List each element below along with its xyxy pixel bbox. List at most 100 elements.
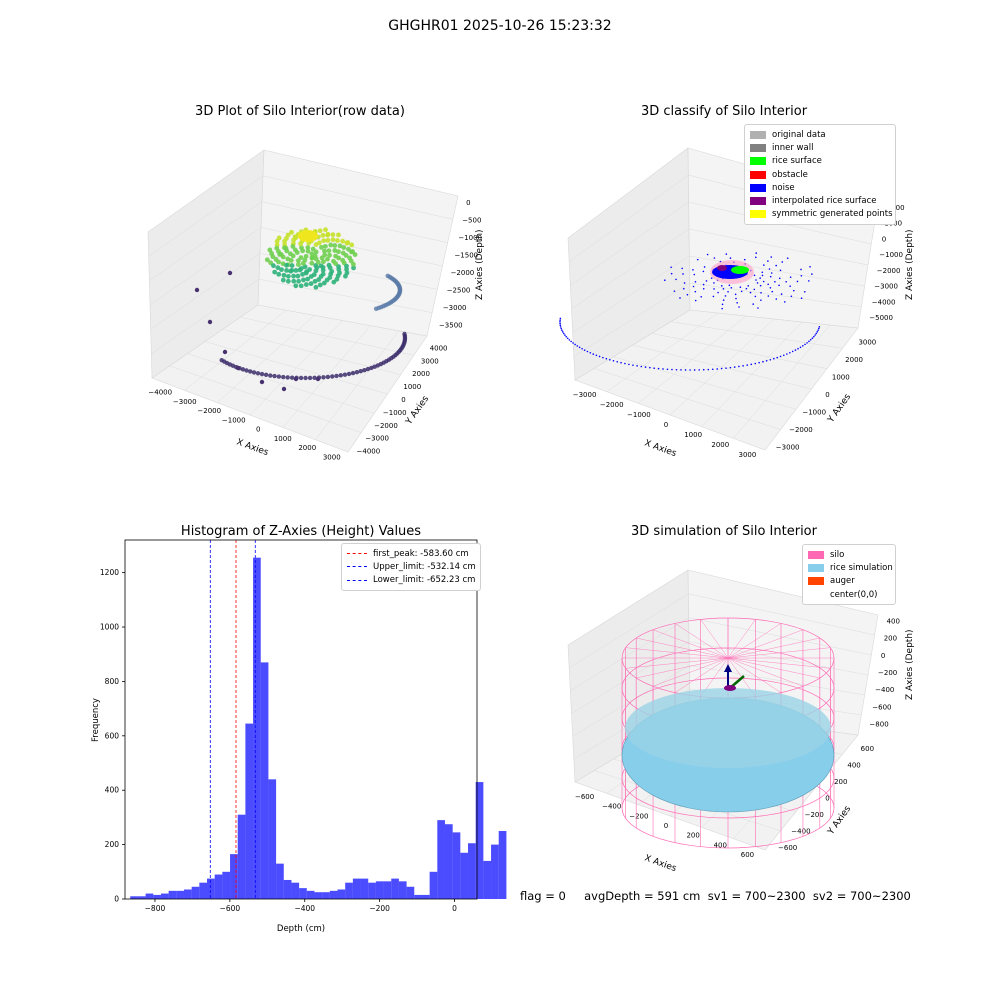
raw-point	[316, 277, 322, 282]
raw-gridline	[149, 227, 443, 306]
histogram-bar	[191, 886, 200, 899]
raw-point	[291, 278, 297, 284]
histogram-bar	[253, 557, 261, 899]
classify-ytick-label: −3000	[776, 443, 800, 451]
legend-label: interpolated rice surface	[772, 196, 877, 207]
silo-spoke	[727, 657, 820, 679]
classify-noise-point	[692, 268, 694, 271]
raw-point	[219, 357, 224, 363]
raw-point	[323, 243, 328, 249]
figure-title: GHGHR01 2025-10-26 15:23:32	[388, 18, 612, 34]
legend-swatch	[808, 550, 824, 559]
raw-point	[305, 248, 311, 254]
classify-noise-point	[769, 358, 772, 361]
raw-point	[277, 252, 283, 257]
classify-noise-point	[779, 269, 782, 272]
classify-noise-point	[628, 363, 630, 366]
raw-xtick-label: −1000	[222, 416, 246, 424]
classify-noise-point	[727, 290, 729, 293]
classify-noise-point	[681, 267, 683, 270]
raw-point	[298, 255, 304, 260]
raw-point	[313, 242, 319, 247]
raw-point	[288, 258, 294, 263]
classify-noise-point	[736, 301, 738, 304]
classify-noise-point	[815, 332, 818, 335]
classify-noise-point	[804, 343, 806, 346]
classify-noise-point	[572, 342, 574, 344]
classify-noise-point	[682, 273, 684, 275]
histogram-bar	[207, 878, 215, 899]
classify-noise-point	[729, 366, 732, 369]
histogram-bar	[498, 831, 507, 899]
classify-noise-point	[562, 332, 565, 335]
classify-noise-point	[768, 268, 771, 270]
classify-noise-point	[778, 284, 780, 287]
histogram-bar	[137, 896, 146, 899]
classify-xtick-label: −3000	[573, 391, 597, 399]
classify-noise-point	[762, 360, 764, 363]
histogram-bar	[368, 882, 376, 899]
classify-noise-point	[679, 297, 681, 299]
histogram-bar	[329, 890, 338, 899]
classify-noise-point	[802, 345, 804, 347]
raw-xtick-label: 0	[256, 426, 260, 434]
histogram-bar	[475, 782, 484, 899]
legend-label: obstacle	[772, 169, 808, 180]
raw-point	[293, 376, 299, 382]
classify-noise-point	[781, 261, 784, 263]
classify-noise-point	[662, 368, 664, 370]
legend-swatch	[808, 591, 824, 599]
raw-gridline	[150, 253, 438, 330]
silo-spoke	[652, 657, 729, 687]
raw-point	[288, 268, 294, 274]
silo-spoke	[636, 637, 729, 659]
classify-legend-item: obstacle	[750, 168, 890, 181]
classify-ztick-label: −2000	[877, 267, 901, 275]
legend-label: Lower_limit: -652.23 cm	[373, 575, 476, 586]
classify-noise-point	[753, 274, 756, 277]
simulation-ytick-label: −400	[791, 827, 810, 835]
classify-ytick-label: −2000	[789, 426, 813, 434]
raw-xtick-label: 1000	[274, 435, 292, 443]
classify-noise-point	[605, 357, 608, 360]
classify-noise-point	[811, 337, 814, 340]
raw-point	[281, 386, 287, 392]
simulation-xtick-label: 400	[714, 841, 727, 849]
classify-noise-point	[789, 285, 791, 287]
legend-swatch	[808, 563, 824, 572]
classify-noise-point	[734, 293, 737, 296]
raw-point	[240, 367, 246, 372]
histogram-title: Histogram of Z-Axies (Height) Values	[180, 524, 422, 539]
simulation-legend-item: silo	[808, 548, 890, 561]
raw-point	[314, 265, 320, 271]
silo-spoke	[636, 657, 729, 679]
raw-point	[342, 372, 348, 377]
classify-noise-point	[712, 295, 715, 298]
raw-point	[293, 268, 299, 273]
raw-point	[322, 248, 327, 254]
raw-point	[284, 267, 289, 273]
raw-point	[309, 260, 315, 266]
simulation-xtick-label: 200	[686, 832, 699, 840]
simulation-ytick-label: −600	[778, 844, 797, 852]
raw-point	[207, 319, 213, 325]
classify-noise-point	[785, 280, 787, 283]
classify-noise-point	[769, 275, 772, 278]
simulation-ytick-label: 0	[825, 795, 829, 803]
classify-noise-point	[640, 365, 643, 368]
silo-spoke	[727, 657, 831, 669]
simulation-xtick-label: −600	[575, 793, 594, 801]
classify-noise-point	[776, 356, 779, 359]
rice-surface-top	[625, 688, 831, 768]
simulation-gridline	[569, 593, 875, 669]
simulation-ytick-label: 400	[847, 762, 860, 770]
histogram-bar	[444, 824, 453, 899]
raw-point	[291, 273, 296, 279]
classify-noise-point	[559, 319, 561, 321]
classify-noise-point	[814, 334, 816, 336]
legend-label: auger	[830, 576, 855, 587]
classify-noise-point	[684, 369, 687, 371]
auger-arrow	[724, 664, 732, 672]
classify-legend-item: interpolated rice surface	[750, 194, 890, 207]
classify-noise-point	[720, 367, 723, 370]
